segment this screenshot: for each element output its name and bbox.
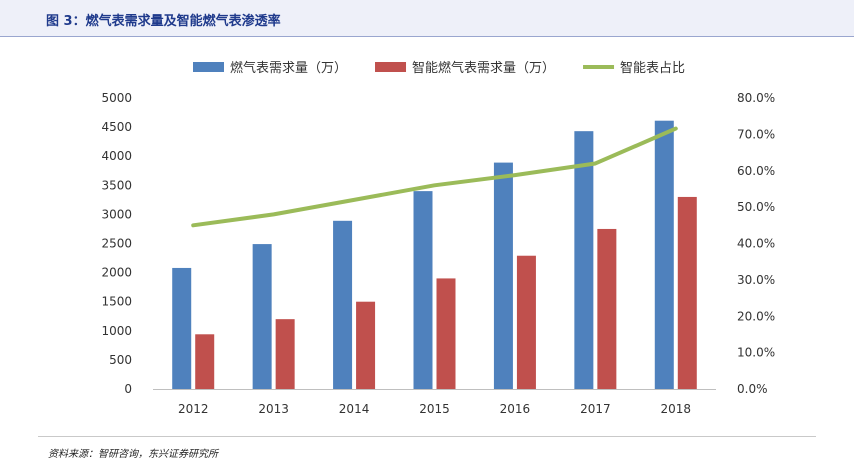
- left-tick-label: 4500: [101, 120, 132, 134]
- legend-label: 燃气表需求量（万）: [230, 60, 347, 76]
- figure-title: 图 3：燃气表需求量及智能燃气表渗透率: [46, 14, 281, 29]
- bar-1-2013: [275, 319, 295, 389]
- left-tick-label: 4000: [101, 149, 132, 163]
- x-tick-label: 2014: [339, 402, 370, 416]
- x-tick-label: 2016: [500, 402, 531, 416]
- legend-swatch-1: [375, 62, 407, 72]
- bar-0-2014: [333, 220, 353, 389]
- bar-0-2018: [654, 120, 674, 389]
- right-tick-label: 60.0%: [737, 164, 775, 178]
- left-tick-label: 5000: [101, 91, 132, 105]
- bar-1-2016: [516, 255, 536, 389]
- left-tick-label: 1000: [101, 324, 132, 338]
- left-tick-label: 0: [124, 382, 132, 396]
- x-tick-label: 2013: [258, 402, 289, 416]
- legend-label: 智能表占比: [620, 61, 685, 76]
- x-tick-label: 2015: [419, 402, 450, 416]
- bar-0-2016: [493, 162, 513, 389]
- right-tick-label: 0.0%: [737, 382, 768, 396]
- left-tick-label: 3500: [101, 178, 132, 192]
- left-tick-label: 2500: [101, 237, 132, 251]
- legend-label: 智能燃气表需求量（万）: [412, 60, 555, 76]
- right-tick-label: 70.0%: [737, 127, 775, 141]
- bar-1-2018: [677, 196, 697, 389]
- x-tick-label: 2018: [661, 402, 692, 416]
- x-tick-label: 2012: [178, 402, 209, 416]
- bar-0-2012: [172, 267, 192, 389]
- right-tick-label: 10.0%: [737, 346, 775, 360]
- bar-1-2014: [356, 301, 376, 389]
- bar-0-2015: [413, 191, 433, 389]
- figure-header: 图 3：燃气表需求量及智能燃气表渗透率: [0, 0, 854, 37]
- left-tick-label: 2000: [101, 266, 132, 280]
- left-tick-label: 500: [109, 353, 132, 367]
- bar-1-2012: [195, 334, 215, 389]
- bar-0-2017: [574, 131, 594, 389]
- figure-source: 资料来源：智研咨询，东兴证券研究所: [48, 449, 218, 460]
- right-tick-label: 20.0%: [737, 309, 775, 323]
- bar-1-2015: [436, 278, 456, 389]
- left-tick-label: 1500: [101, 295, 132, 309]
- legend-swatch-0: [193, 62, 224, 72]
- left-tick-label: 3000: [101, 207, 132, 221]
- right-tick-label: 40.0%: [737, 237, 775, 251]
- right-tick-label: 50.0%: [737, 200, 775, 214]
- right-tick-label: 80.0%: [737, 91, 775, 105]
- x-tick-label: 2017: [580, 402, 611, 416]
- bar-1-2017: [597, 228, 617, 389]
- chart: 0 500 1000 1500 2000 2500 3000 3500 4000 4500 5000…: [101, 60, 775, 416]
- right-tick-label: 30.0%: [737, 273, 775, 287]
- footer-divider: [38, 436, 816, 437]
- line-series-2: [191, 126, 678, 228]
- bar-0-2013: [252, 244, 272, 389]
